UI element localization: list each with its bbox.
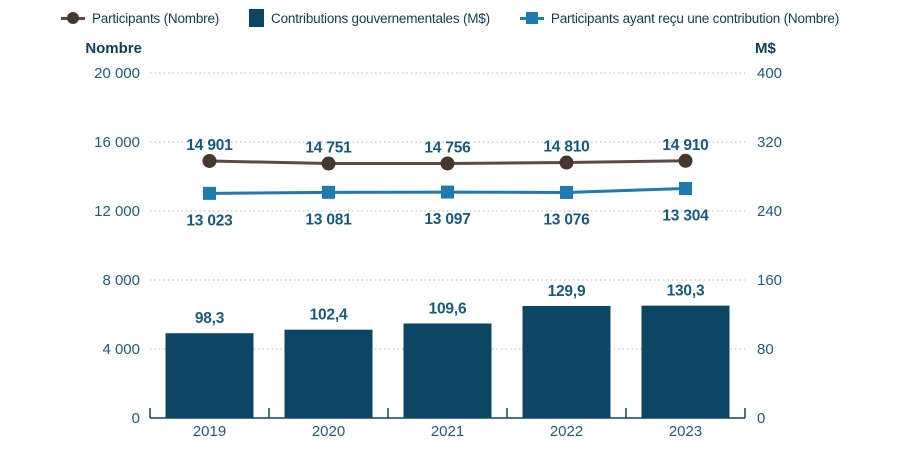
svg-text:320: 320 — [757, 134, 782, 151]
legend-item-participants: Participants (Nombre) — [60, 10, 220, 26]
svg-text:400: 400 — [757, 65, 782, 82]
svg-text:2023: 2023 — [669, 423, 702, 440]
svg-text:2022: 2022 — [550, 423, 583, 440]
right-axis-title: M$ — [755, 40, 776, 57]
svg-text:13 023: 13 023 — [186, 212, 233, 229]
svg-text:14 901: 14 901 — [186, 137, 233, 154]
svg-text:13 076: 13 076 — [543, 211, 590, 228]
legend-item-contributions: Contributions gouvernementales (M$) — [249, 9, 490, 27]
bar-swatch-icon — [249, 9, 265, 27]
svg-text:130,3: 130,3 — [667, 283, 705, 300]
line-circle-marker-icon — [60, 12, 85, 24]
svg-text:16 000: 16 000 — [94, 134, 140, 151]
svg-text:2020: 2020 — [312, 423, 345, 440]
svg-text:240: 240 — [757, 203, 782, 220]
legend-label-contributions: Contributions gouvernementales (M$) — [271, 10, 490, 26]
svg-text:98,3: 98,3 — [195, 310, 225, 327]
svg-text:129,9: 129,9 — [548, 283, 586, 300]
svg-text:80: 80 — [757, 341, 774, 358]
left-axis-title: Nombre — [85, 40, 142, 57]
svg-text:0: 0 — [132, 410, 140, 427]
svg-text:8 000: 8 000 — [102, 272, 140, 289]
svg-text:2019: 2019 — [193, 423, 226, 440]
svg-text:14 910: 14 910 — [662, 137, 708, 154]
svg-text:0: 0 — [757, 410, 765, 427]
svg-text:2021: 2021 — [431, 423, 464, 440]
legend-label-participants: Participants (Nombre) — [91, 10, 220, 26]
svg-text:13 304: 13 304 — [662, 208, 709, 225]
svg-text:109,6: 109,6 — [429, 300, 467, 317]
svg-text:20 000: 20 000 — [94, 65, 140, 82]
svg-text:4 000: 4 000 — [102, 341, 140, 358]
svg-text:160: 160 — [757, 272, 782, 289]
svg-text:13 097: 13 097 — [424, 211, 470, 228]
svg-text:102,4: 102,4 — [310, 307, 348, 324]
line-square-marker-icon — [519, 12, 544, 24]
legend-item-participants-contribution: Participants ayant reçu une contribution… — [519, 10, 840, 26]
svg-text:12 000: 12 000 — [94, 203, 140, 220]
svg-text:14 810: 14 810 — [543, 139, 589, 156]
legend: Participants (Nombre) Contributions gouv… — [0, 6, 900, 30]
svg-text:14 751: 14 751 — [305, 140, 352, 157]
svg-text:13 081: 13 081 — [305, 211, 352, 228]
svg-text:14 756: 14 756 — [424, 139, 471, 156]
legend-label-participants-contribution: Participants ayant reçu une contribution… — [550, 10, 840, 26]
